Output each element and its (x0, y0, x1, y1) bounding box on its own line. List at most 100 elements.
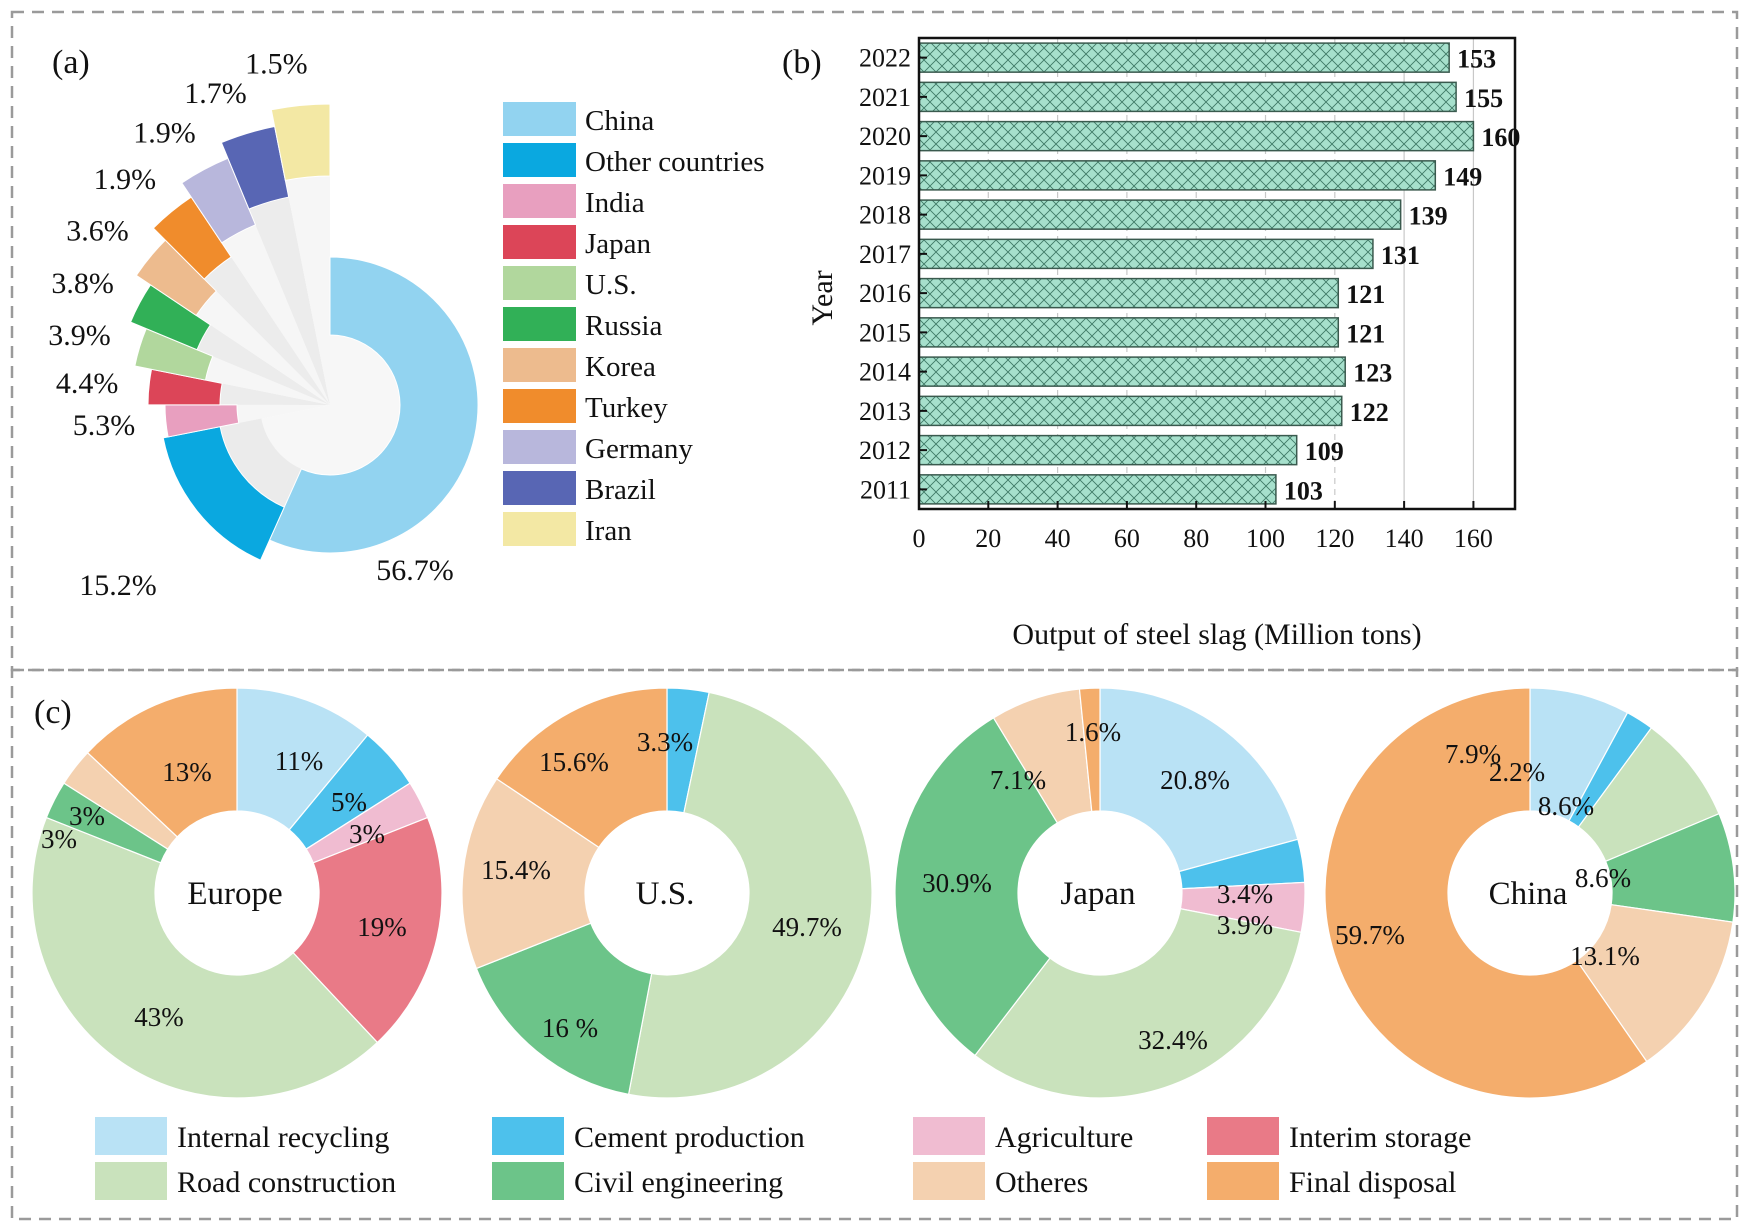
slice-russia (129, 284, 212, 351)
radial-pie-labels: 56.7% 15.2% 5.3% 4.4% 3.9% 3.8% 3.6% 1.9% 1.9% 1.… (48, 48, 454, 602)
slice-other-countries (162, 426, 285, 561)
x-tick-label: 160 (1454, 524, 1493, 553)
slice-label-civil-engineering: 16 % (542, 1013, 598, 1043)
bar-2014 (918, 356, 1346, 387)
data-label-japan: 4.4% (56, 367, 119, 400)
slice-label-road-construction: 43% (134, 1002, 184, 1032)
legend-swatch-agriculture (913, 1117, 985, 1155)
bar-value-label-2016: 121 (1346, 280, 1385, 309)
slice-road-construction (31, 816, 379, 1099)
plot-frame (917, 36, 1517, 511)
legend-label-brazil: Brazil (585, 474, 656, 506)
slice-u-s (134, 328, 214, 381)
y-tick-label-2019: 2019 (859, 161, 911, 190)
slice-internal-recycling (1099, 687, 1299, 873)
slice-label-cement-production: 3.4% (1217, 879, 1273, 909)
data-label-russia: 3.8% (51, 267, 114, 300)
y-tick-label-2016: 2016 (859, 279, 911, 308)
donut-center-label: China (1489, 876, 1568, 912)
x-axis-ticks: 0 20 40 60 80 100 120 140 160 (913, 501, 1493, 553)
legend-swatch-internal-recycling (95, 1117, 167, 1155)
bar-2022 (918, 42, 1450, 73)
y-tick-label-2021: 2021 (859, 83, 911, 112)
slice-label-civil-engineering: 8.6% (1575, 863, 1631, 893)
donut-center-label: Japan (1060, 876, 1135, 912)
slice-label-cement-production: 2.2% (1489, 757, 1545, 787)
legend-swatch-cement-production (492, 1117, 564, 1155)
data-label-china: 56.7% (376, 554, 454, 587)
slice-label-agriculture: 3% (349, 819, 385, 849)
slice-final-disposal (495, 687, 668, 849)
legend-label-iran: Iran (585, 515, 632, 547)
legend-label-interim-storage: Interim storage (1289, 1121, 1471, 1154)
slice-label-internal-recycling: 20.8% (1160, 765, 1230, 795)
slice-label-otheres: 13.1% (1570, 941, 1640, 971)
wedge-background (221, 224, 330, 405)
slice-label-road-construction: 32.4% (1138, 1025, 1208, 1055)
slice-interim-storage (292, 816, 443, 1044)
slice-japan (147, 368, 223, 406)
bar-value-label-2022: 153 (1457, 45, 1496, 74)
legend-swatch-korea (503, 348, 576, 382)
legend-swatch-germany (503, 430, 576, 464)
slice-china (268, 256, 479, 554)
y-tick-label-2017: 2017 (859, 240, 911, 269)
bar-value-label-2015: 121 (1346, 319, 1385, 348)
bar-value-label-2018: 139 (1409, 202, 1448, 231)
legend-label-india: India (585, 187, 645, 219)
bar-value-label-2014: 123 (1353, 359, 1392, 388)
slice-label-internal-recycling: 11% (275, 746, 324, 776)
legend-label-u-s: U.S. (585, 269, 637, 301)
slice-final-disposal (1324, 687, 1648, 1099)
legend-countries: China Other countries India Japan U.S. Russia… (503, 102, 765, 547)
slice-label-final-disposal: 13% (162, 757, 212, 787)
slice-label-civil-engineering: 3% (41, 824, 77, 854)
bar-2015 (918, 317, 1340, 348)
bar-value-label-2019: 149 (1443, 162, 1482, 191)
x-tick-label: 60 (1114, 524, 1140, 553)
wedge-background (220, 383, 330, 405)
legend-label-russia: Russia (585, 310, 662, 342)
x-tick-label: 40 (1045, 524, 1071, 553)
wedge-background (220, 418, 302, 508)
bar-2013 (918, 395, 1343, 427)
radial-pie (129, 103, 479, 561)
legend-label-germany: Germany (585, 433, 693, 465)
x-tick-label: 140 (1385, 524, 1424, 553)
legend-swatch-russia (503, 307, 576, 341)
legend-swatch-road-construction (95, 1162, 167, 1200)
panel-b-label: (b) (782, 44, 822, 81)
y-tick-label-2011: 2011 (860, 475, 911, 504)
y-tick-label-2013: 2013 (859, 397, 911, 426)
bar-2017 (918, 238, 1374, 270)
bar-value-label-2017: 131 (1381, 241, 1420, 270)
legend-label-otheres: Otheres (995, 1166, 1088, 1199)
y-tick-label-2020: 2020 (859, 122, 911, 151)
legend-label-korea: Korea (585, 351, 656, 383)
slice-civil-engineering (475, 922, 653, 1096)
legend-swatch-india (503, 184, 576, 218)
legend-label-internal-recycling: Internal recycling (177, 1121, 389, 1154)
slice-road-construction (974, 908, 1302, 1099)
slice-label-final-disposal: 1.6% (1065, 717, 1121, 747)
data-label-turkey: 1.9% (94, 163, 157, 196)
legend-swatch-brazil (503, 471, 576, 505)
slice-final-disposal (1078, 687, 1101, 813)
slice-civil-engineering (894, 716, 1059, 1057)
donut-china: 7.9%2.2% 8.6% 8.6% 13.1% 59.7% China (1324, 687, 1736, 1099)
slice-india (164, 404, 240, 438)
center-background (261, 335, 400, 475)
slice-final-disposal (86, 687, 238, 838)
wedge-background (205, 356, 330, 405)
slice-korea (135, 239, 217, 317)
legend-label-cement-production: Cement production (574, 1121, 805, 1154)
donut-europe: 11%5%3%19%43%3%3%13%Europe (31, 687, 443, 1099)
x-axis-title: Output of steel slag (Million tons) (1012, 618, 1421, 651)
slice-germany (181, 157, 257, 244)
bar-value-label-2021: 155 (1464, 84, 1503, 113)
legend-label-road-construction: Road construction (177, 1166, 396, 1199)
